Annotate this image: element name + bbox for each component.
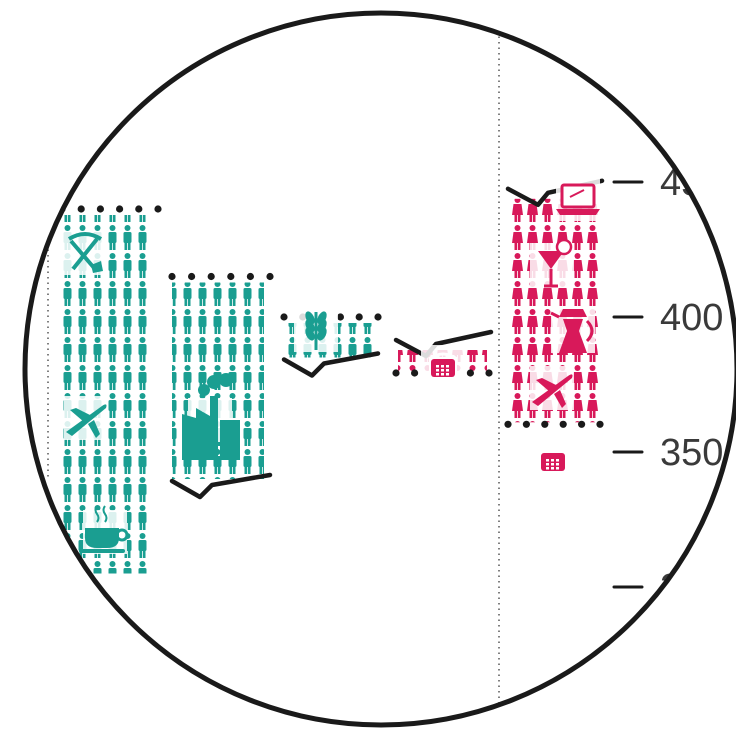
coffee-pot-icon bbox=[550, 309, 594, 353]
dotted-boundary-dot bbox=[280, 313, 288, 321]
bar-1 bbox=[58, 205, 162, 574]
dotted-boundary-dot bbox=[578, 420, 586, 428]
y-tick-label: 400 bbox=[660, 297, 723, 339]
dotted-boundary-dot bbox=[541, 420, 549, 428]
cocktail-icon bbox=[538, 238, 573, 288]
dotted-boundary-dot bbox=[188, 272, 196, 281]
telephone-icon bbox=[538, 446, 568, 473]
coffee-cup-icon bbox=[79, 505, 129, 553]
dotted-boundary-dot bbox=[504, 420, 512, 428]
factory-icon bbox=[182, 373, 240, 460]
torn-edge-marker bbox=[281, 351, 381, 378]
bar-4 bbox=[392, 329, 494, 389]
dotted-boundary-dot bbox=[77, 205, 85, 213]
torn-edge-marker bbox=[169, 472, 273, 500]
dotted-boundary-dot bbox=[411, 369, 419, 377]
magnifier-ring bbox=[22, 10, 736, 728]
dotted-boundary-dot bbox=[168, 272, 176, 281]
airplane-icon bbox=[66, 404, 107, 438]
dotted-boundary-dot bbox=[355, 313, 363, 321]
airplane-icon bbox=[532, 374, 573, 408]
wheat-icon bbox=[305, 311, 327, 350]
dotted-boundary-dot bbox=[227, 272, 235, 281]
y-tick-label: 350 bbox=[660, 432, 723, 474]
dotted-boundary-dot bbox=[154, 205, 162, 213]
dotted-boundary-dot bbox=[246, 272, 254, 281]
dotted-boundary-dot bbox=[485, 369, 493, 377]
dotted-boundary-dot bbox=[596, 420, 604, 428]
dotted-boundary-dot bbox=[207, 272, 215, 281]
dotted-boundary-dot bbox=[96, 205, 104, 213]
dotted-boundary-dot bbox=[116, 205, 124, 213]
dotted-boundary-dot bbox=[466, 369, 474, 377]
dotted-boundary-dot bbox=[392, 369, 400, 377]
dotted-boundary-dot bbox=[135, 205, 143, 213]
dotted-boundary-dot bbox=[522, 420, 531, 428]
telephone-icon bbox=[428, 352, 458, 379]
dotted-boundary-dot bbox=[559, 420, 567, 428]
bars bbox=[58, 177, 605, 574]
y-tick-label: 45 bbox=[660, 162, 702, 204]
dotted-boundary-dot bbox=[266, 272, 274, 281]
bar-5 bbox=[504, 177, 605, 483]
dotted-boundary-dot bbox=[374, 313, 382, 321]
laptop-icon bbox=[556, 183, 600, 215]
bar-3 bbox=[280, 308, 382, 378]
dotted-boundary-dot bbox=[336, 313, 344, 321]
bar-2 bbox=[168, 272, 274, 500]
pickaxe-shovel-icon bbox=[67, 232, 103, 273]
